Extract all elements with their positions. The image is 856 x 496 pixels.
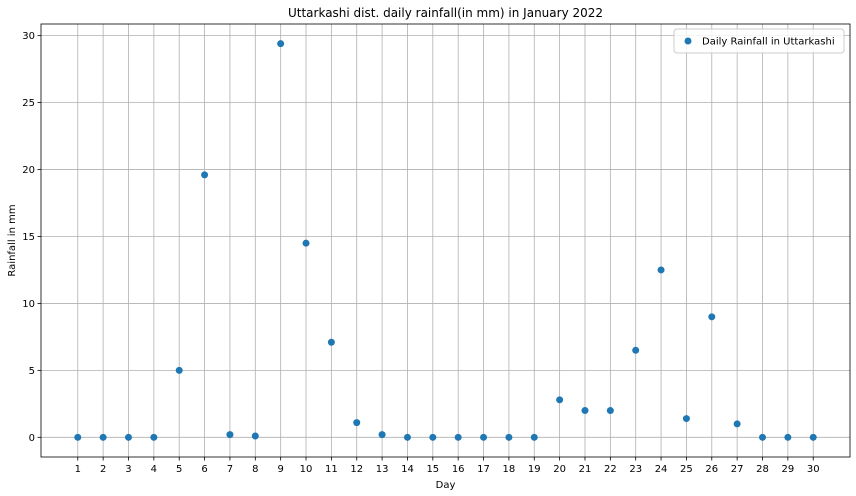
data-point bbox=[175, 366, 183, 374]
data-point bbox=[632, 346, 640, 354]
y-tick-label: 0 bbox=[29, 433, 35, 444]
data-point bbox=[74, 433, 82, 441]
x-tick-label: 22 bbox=[604, 464, 617, 475]
x-tick-label: 20 bbox=[553, 464, 566, 475]
legend-box bbox=[673, 28, 845, 54]
x-tick-label: 3 bbox=[125, 464, 131, 475]
y-axis-label: Rainfall in mm bbox=[7, 204, 18, 276]
x-tick-label: 19 bbox=[528, 464, 541, 475]
legend-marker bbox=[684, 37, 692, 45]
x-tick-label: 1 bbox=[75, 464, 81, 475]
data-point bbox=[454, 433, 462, 441]
data-point bbox=[708, 313, 716, 321]
legend-label: Daily Rainfall in Uttarkashi bbox=[702, 37, 835, 48]
data-point bbox=[530, 433, 538, 441]
x-tick-label: 26 bbox=[705, 464, 718, 475]
data-point bbox=[353, 419, 361, 427]
x-tick-label: 12 bbox=[350, 464, 363, 475]
y-tick-label: 5 bbox=[29, 366, 35, 377]
x-tick-label: 2 bbox=[100, 464, 106, 475]
data-point bbox=[201, 171, 209, 179]
x-tick-label: 15 bbox=[426, 464, 439, 475]
data-point bbox=[378, 431, 386, 439]
data-point bbox=[99, 433, 107, 441]
data-point bbox=[556, 396, 564, 404]
data-point bbox=[277, 40, 285, 48]
x-tick-label: 8 bbox=[252, 464, 258, 475]
data-point bbox=[682, 415, 690, 423]
y-tick-label: 25 bbox=[22, 98, 35, 109]
x-tick-label: 9 bbox=[277, 464, 283, 475]
data-point bbox=[784, 433, 792, 441]
x-tick-label: 5 bbox=[176, 464, 182, 475]
axis-ticks: 1 2 3 4 5 6 7 8 9 10 11 12 13 14 15 16 17 18 19 20 21 22 23 24 2… bbox=[22, 31, 819, 475]
x-tick-label: 11 bbox=[325, 464, 338, 475]
data-point bbox=[302, 239, 310, 247]
data-point bbox=[480, 433, 488, 441]
y-tick-label: 10 bbox=[22, 299, 35, 310]
x-axis-label: Day bbox=[436, 480, 456, 491]
x-tick-label: 10 bbox=[300, 464, 313, 475]
x-tick-label: 18 bbox=[503, 464, 516, 475]
data-point bbox=[759, 433, 767, 441]
data-point bbox=[327, 338, 335, 346]
legend: Daily Rainfall in Uttarkashi bbox=[673, 28, 845, 54]
data-point bbox=[226, 431, 234, 439]
data-point bbox=[606, 407, 614, 415]
data-point bbox=[505, 433, 513, 441]
data-point bbox=[809, 433, 817, 441]
data-point bbox=[429, 433, 437, 441]
x-tick-label: 6 bbox=[201, 464, 207, 475]
data-point bbox=[733, 420, 741, 428]
x-tick-label: 24 bbox=[655, 464, 668, 475]
data-point bbox=[251, 432, 259, 440]
data-point bbox=[124, 433, 132, 441]
x-tick-label: 7 bbox=[227, 464, 233, 475]
y-tick-label: 20 bbox=[22, 165, 35, 176]
data-point bbox=[150, 433, 158, 441]
x-tick-label: 17 bbox=[477, 464, 490, 475]
plot-area bbox=[40, 23, 851, 458]
x-tick-label: 21 bbox=[579, 464, 592, 475]
y-tick-label: 15 bbox=[22, 232, 35, 243]
x-tick-label: 28 bbox=[756, 464, 769, 475]
y-tick-label: 30 bbox=[22, 31, 35, 42]
data-point bbox=[581, 407, 589, 415]
x-tick-label: 4 bbox=[151, 464, 157, 475]
x-tick-label: 30 bbox=[807, 464, 820, 475]
x-tick-label: 27 bbox=[731, 464, 744, 475]
data-point bbox=[403, 433, 411, 441]
x-tick-label: 23 bbox=[629, 464, 642, 475]
x-tick-label: 29 bbox=[781, 464, 794, 475]
x-tick-label: 25 bbox=[680, 464, 693, 475]
x-tick-label: 16 bbox=[452, 464, 465, 475]
data-points bbox=[74, 40, 817, 441]
data-point bbox=[657, 266, 665, 274]
chart-title: Uttarkashi dist. daily rainfall(in mm) i… bbox=[288, 6, 603, 20]
x-tick-label: 13 bbox=[376, 464, 389, 475]
x-tick-label: 14 bbox=[401, 464, 414, 475]
